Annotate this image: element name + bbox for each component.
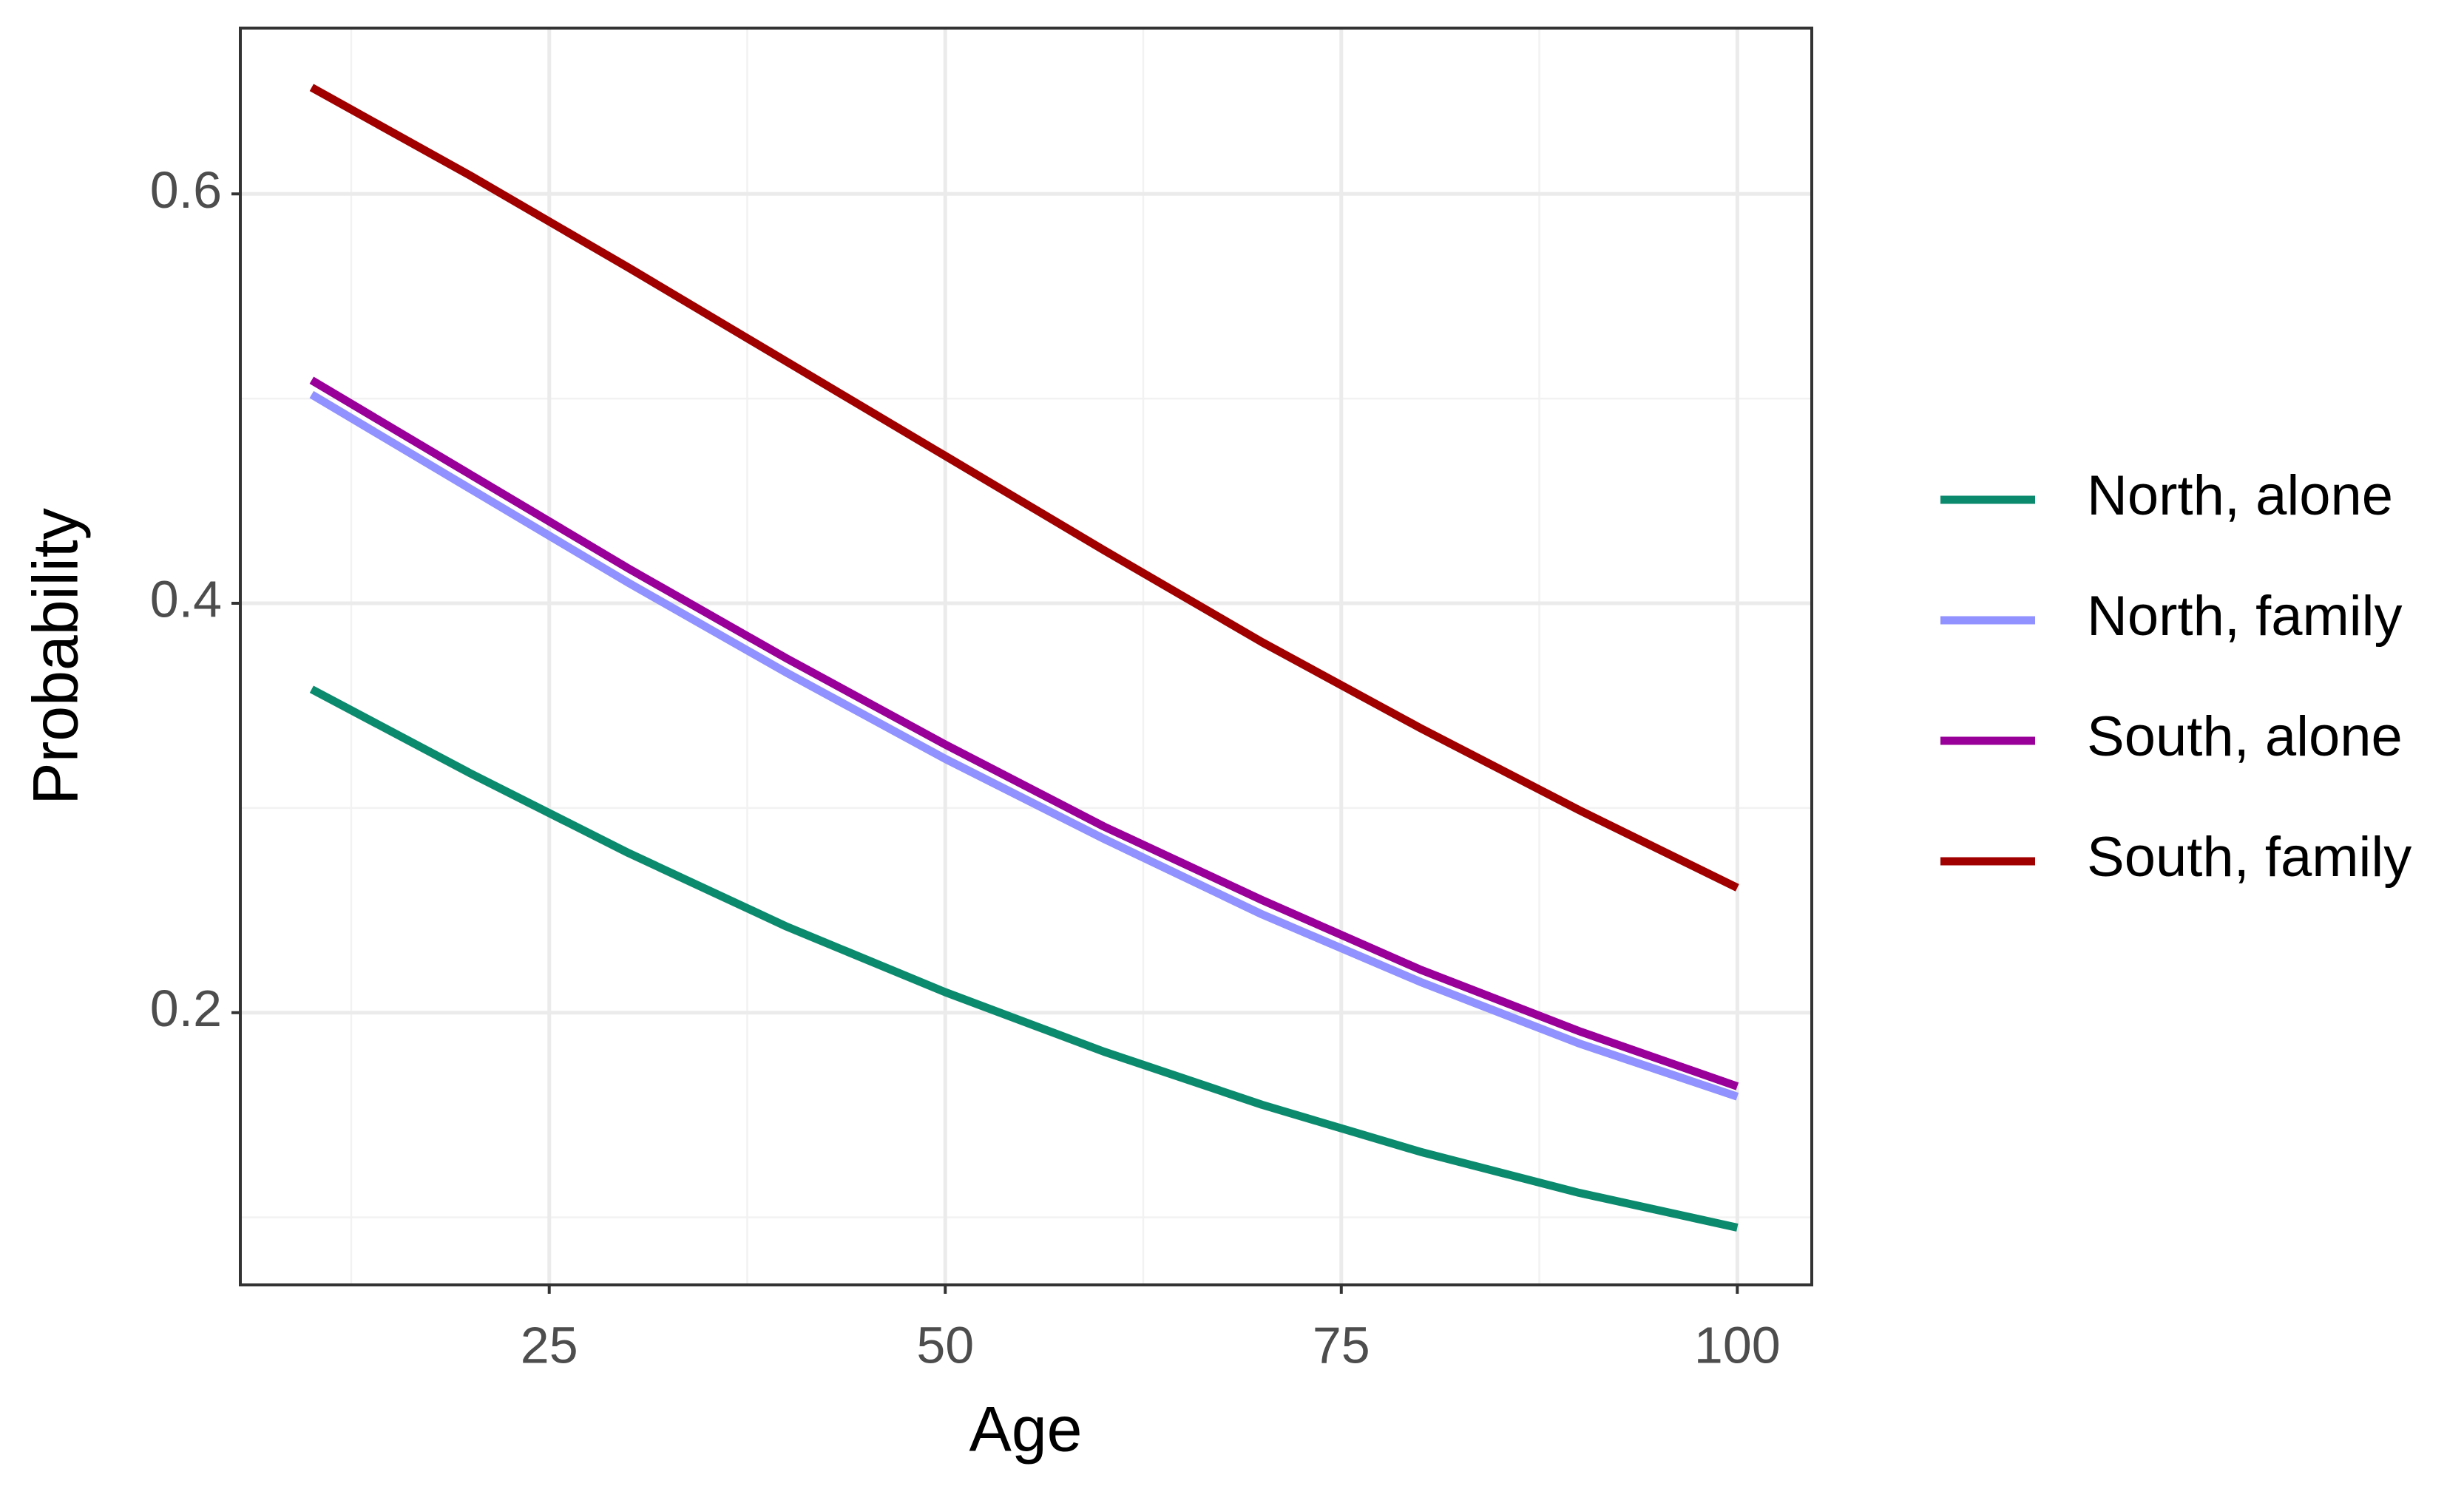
x-tick-label: 75: [1313, 1316, 1370, 1374]
x-tick-label: 100: [1694, 1316, 1781, 1374]
legend-label: South, family: [2087, 826, 2411, 889]
legend: North, alone North, family South, alone Sou…: [1940, 464, 2411, 889]
x-axis-title: Age: [969, 1394, 1082, 1465]
legend-label: North, family: [2087, 585, 2403, 648]
y-tick-label: 0.6: [150, 161, 222, 219]
legend-label: North, alone: [2087, 464, 2393, 527]
y-tick-label: 0.4: [150, 570, 222, 628]
series-line: [309, 390, 1739, 1101]
x-tick-label: 50: [916, 1316, 974, 1374]
y-tick-label: 0.2: [150, 980, 222, 1037]
grid: [240, 28, 1812, 1285]
series-line: [309, 376, 1739, 1090]
axes: 25 50 75 100 0.2 0.4 0.6: [150, 161, 1781, 1374]
series-line: [309, 84, 1739, 892]
legend-label: South, alone: [2087, 705, 2403, 768]
series-line: [309, 685, 1739, 1232]
y-axis-title: Probability: [21, 508, 92, 805]
lines: [309, 84, 1739, 1232]
x-tick-label: 25: [521, 1316, 578, 1374]
panel-border: [239, 27, 1813, 1286]
